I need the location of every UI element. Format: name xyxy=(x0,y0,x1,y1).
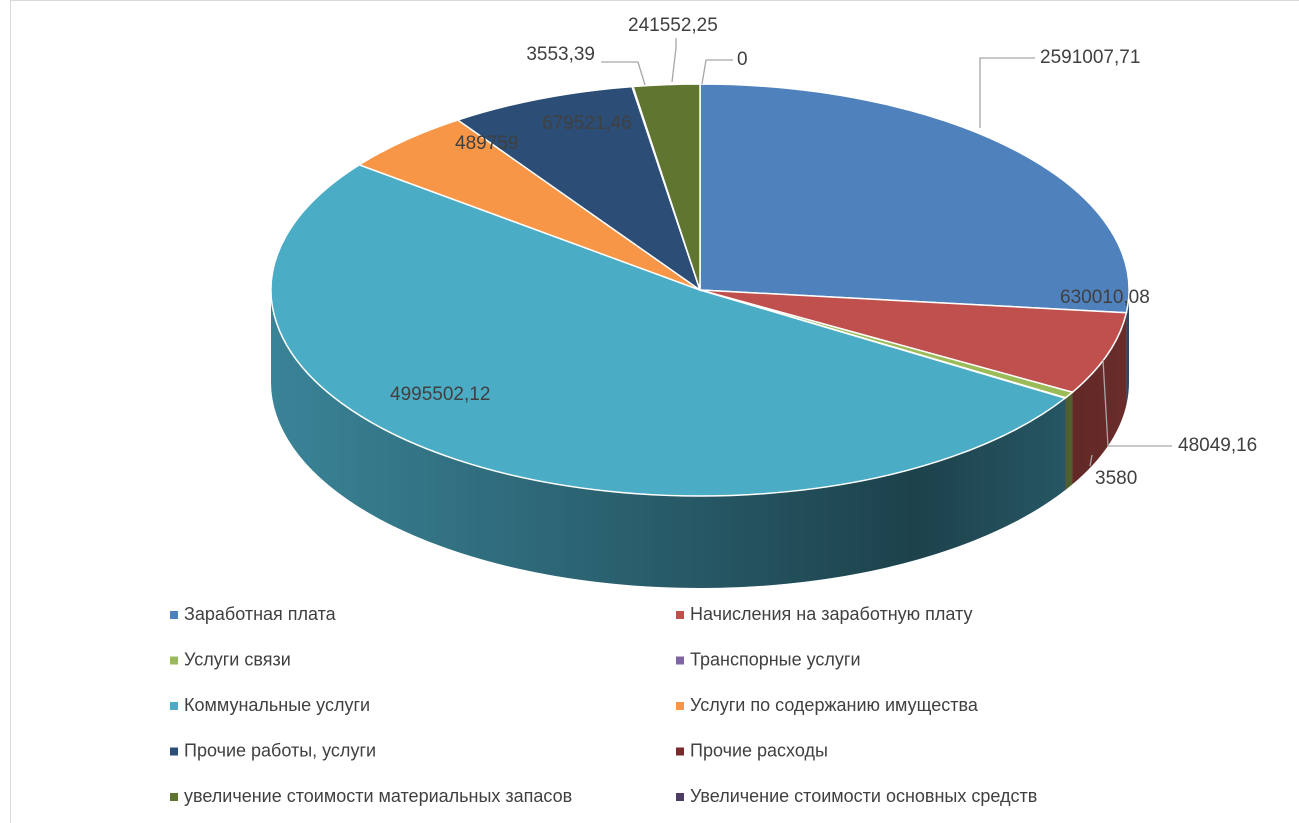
data-label: 0 xyxy=(737,49,748,70)
legend-swatch xyxy=(676,702,684,710)
data-label: 48049,16 xyxy=(1178,435,1257,456)
legend-swatch xyxy=(676,611,684,619)
slice xyxy=(456,85,702,292)
legend-label: Увеличение стоимости основных средств xyxy=(690,786,1037,806)
slice xyxy=(632,83,701,291)
data-label: 4995502,12 xyxy=(390,384,490,405)
legend-swatch xyxy=(170,747,178,756)
data-label: 630010,08 xyxy=(1060,287,1150,308)
data-label: 3580 xyxy=(1095,468,1137,489)
legend-label: Начисления на заработную плату xyxy=(690,604,972,624)
slice xyxy=(699,289,1128,394)
leader-line xyxy=(1102,359,1172,447)
leader-line xyxy=(601,61,646,86)
legend-swatch xyxy=(170,702,178,710)
data-label: 2591007,71 xyxy=(1040,47,1140,68)
legend-label: Заработная плата xyxy=(184,604,337,624)
data-label: 679521,46 xyxy=(542,113,632,134)
leader-line xyxy=(671,38,677,83)
legend-label: Услуги по содержанию имущества xyxy=(690,695,979,715)
legend-swatch xyxy=(676,656,684,665)
legend-label: Прочие работы, услуги xyxy=(184,740,376,760)
data-label: 489759 xyxy=(455,133,518,154)
data-label: 241552,25 xyxy=(628,15,718,36)
leader-line xyxy=(1089,454,1093,467)
legend-label: Услуги связи xyxy=(184,649,291,669)
side-shade xyxy=(271,290,1129,588)
slice xyxy=(699,83,1130,314)
legend-swatch xyxy=(170,793,178,801)
legend-label: Транспорные услуги xyxy=(690,649,861,669)
legend-label: увеличение стоимости материальных запасо… xyxy=(184,786,572,806)
legend-swatch xyxy=(170,656,178,665)
legend-label: Прочие расходы xyxy=(690,740,828,760)
leader-line xyxy=(979,57,1035,128)
data-label: 3553,39 xyxy=(526,44,595,65)
legend-swatch xyxy=(170,611,178,619)
legend-swatch xyxy=(676,747,684,756)
legend-swatch xyxy=(676,793,684,801)
leader-line xyxy=(701,59,733,85)
legend-label: Коммунальные услуги xyxy=(184,695,370,715)
slice xyxy=(270,164,1067,497)
